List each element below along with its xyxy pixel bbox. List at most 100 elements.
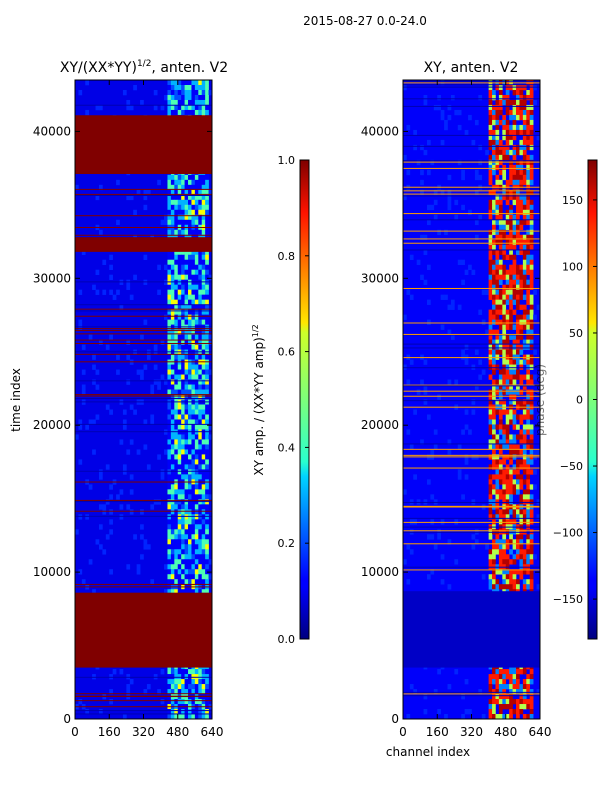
heatmap-cell [522,274,527,280]
heatmap-cell [502,119,507,126]
heatmap-cell [498,384,503,390]
heatmap-cell [423,399,428,405]
heatmap-cell [478,214,483,221]
heatmap-cell [516,304,520,310]
heatmap-cell [174,384,179,390]
heatmap-cell [92,589,96,595]
heatmap-cell [492,444,496,450]
heatmap-cell [495,119,500,126]
heatmap-cell [181,354,185,360]
heatmap-cell [516,399,520,405]
heatmap-cell [174,444,179,450]
heatmap-cell [177,379,182,385]
heatmap-cell [198,474,203,480]
heatmap-cell [498,199,503,206]
heatmap-cell [188,709,192,715]
heatmap-cell [519,239,524,246]
heatmap-cell [143,364,148,370]
heatmap-cell [519,179,524,186]
heatmap-cell [403,84,407,91]
heatmap-cell [495,179,500,186]
heatmap-cell [522,129,527,136]
heatmap-cell [492,274,496,280]
heatmap-cell [492,679,496,685]
heatmap-cell [495,439,500,445]
heatmap-cell [174,94,179,101]
heatmap-cell [413,474,417,480]
heatmap-cell [509,414,513,420]
heatmap-cell [505,539,510,545]
heatmap-cell [516,234,520,241]
heatmap-cell [498,699,503,705]
heatmap-cell [188,439,192,445]
heatmap-cell [516,214,520,221]
heatmap-cell [181,389,185,395]
heatmap-cell [170,689,175,695]
heatmap-cell [177,109,182,116]
heatmap-cell [194,364,199,370]
heatmap-cell [468,209,472,216]
heatmap-cell [184,564,189,570]
heatmap-cell [488,139,493,146]
heatmap-cell [191,219,196,226]
heatmap-cell [170,299,175,305]
heatmap-cell [191,474,196,480]
heatmap-cell [509,209,513,216]
heatmap-cell [198,514,203,520]
heatmap-cell [188,464,192,470]
heatmap-cell [184,384,189,390]
heatmap-cell [170,519,175,525]
heatmap-cell [495,314,500,320]
heatmap-cell [516,449,520,455]
heatmap-cell [205,364,209,370]
heatmap-cell [88,334,93,340]
heatmap-cell [188,179,192,186]
heatmap-cell [509,224,513,231]
heatmap-cell [164,589,168,595]
heatmap-cell [174,419,179,425]
heatmap-cell [194,464,199,470]
heatmap-cell [485,289,489,295]
heatmap-streak [403,186,540,188]
heatmap-cell [184,449,189,455]
heatmap-cell [495,124,500,131]
heatmap-cell [201,714,206,720]
heatmap-cell [536,514,541,520]
heatmap-cell [509,149,513,156]
heatmap-cell [502,704,507,710]
heatmap-cell [174,534,179,540]
heatmap-cell [184,354,189,360]
heatmap-cell [167,589,172,595]
heatmap-cell [198,189,203,196]
heatmap-cell [492,364,496,370]
heatmap-cell [526,219,531,226]
heatmap-cell [509,214,513,221]
heatmap-cell [177,309,182,315]
heatmap-cell [181,104,185,111]
heatmap-cell [205,494,209,500]
heatmap-streak [75,586,212,588]
heatmap-cell [143,419,148,425]
heatmap-cell [174,194,179,201]
heatmap-cell [208,434,213,440]
heatmap-cell [184,489,189,495]
heatmap-cell [170,469,175,475]
heatmap-cell [498,554,503,560]
heatmap-cell [502,699,507,705]
heatmap-cell [177,314,182,320]
heatmap-cell [533,289,537,295]
heatmap-cell [201,484,206,490]
heatmap-cell [184,699,189,705]
heatmap-cell [522,339,527,345]
heatmap-cell [488,709,493,715]
heatmap-cell [512,574,517,580]
heatmap-cell [188,529,192,535]
heatmap-cell [119,489,124,495]
heatmap-cell [167,549,172,555]
heatmap-cell [526,579,531,585]
heatmap-cell [519,319,524,325]
heatmap-cell [184,684,189,690]
heatmap-cell [184,514,189,520]
heatmap-cell [505,129,510,136]
heatmap-cell [519,94,524,101]
